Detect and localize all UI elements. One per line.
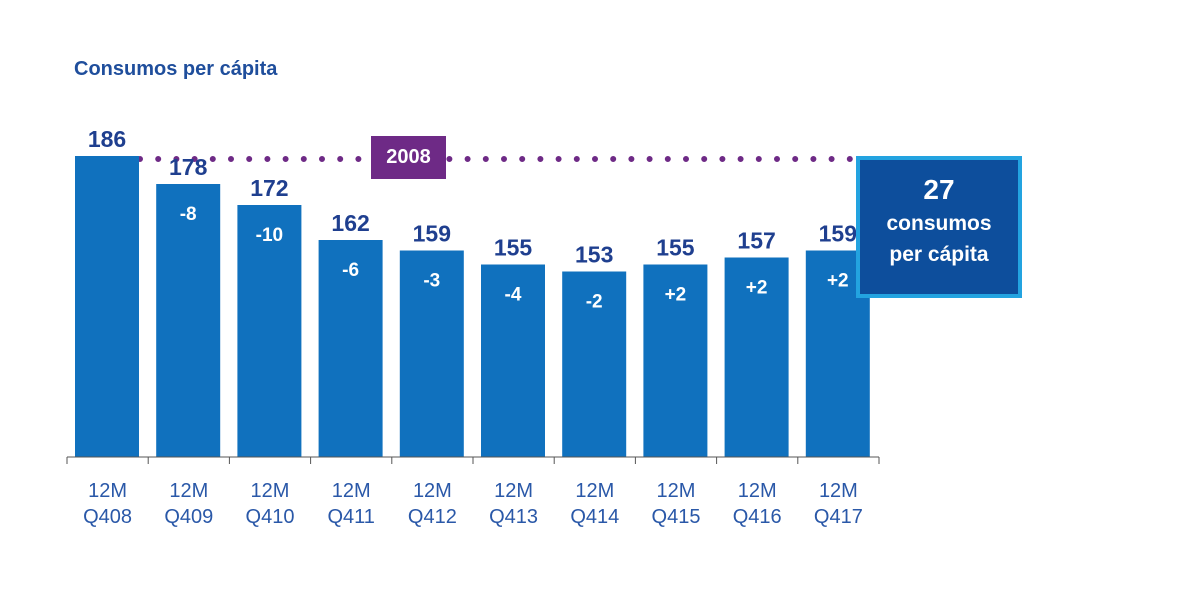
bar-12M-Q415 bbox=[643, 264, 708, 457]
bar-value-label: 186 bbox=[88, 126, 126, 152]
x-tick-label-line2: Q412 bbox=[408, 506, 457, 528]
bar-12M-Q408 bbox=[75, 156, 139, 457]
bar-delta-label: -4 bbox=[505, 285, 522, 306]
x-axis: 12M Q408 12M Q409 12M Q410 12M Q411 12M Q412 12M Q4… bbox=[66, 456, 880, 528]
bar-delta-label: -10 bbox=[256, 225, 283, 246]
bar-value-label: 159 bbox=[819, 221, 857, 247]
bar-delta-label: -2 bbox=[586, 292, 603, 313]
x-tick-label-line2: Q408 bbox=[83, 506, 132, 528]
x-tick-label-line2: Q411 bbox=[327, 506, 374, 528]
bar-12M-Q412 bbox=[399, 250, 464, 457]
bar-value-label: 155 bbox=[494, 235, 533, 261]
bar-value-label: 178 bbox=[169, 154, 208, 180]
bar-12M-Q413 bbox=[481, 264, 545, 457]
x-tick-label-line1: 12M bbox=[657, 480, 696, 502]
bar-value-label: 159 bbox=[413, 221, 451, 247]
x-tick-label-line1: 12M bbox=[575, 480, 614, 502]
bar-value-label: 162 bbox=[331, 210, 369, 236]
x-tick-label-line2: Q416 bbox=[733, 506, 782, 528]
bar-value-label: 172 bbox=[250, 175, 288, 201]
bar-delta-label: -3 bbox=[423, 271, 440, 292]
callout-value: 27 bbox=[923, 174, 955, 205]
callout-text-line2: per cápita bbox=[889, 243, 989, 266]
bar-12M-Q411 bbox=[318, 240, 383, 457]
x-tick-label-line2: Q410 bbox=[246, 506, 295, 528]
bar-value-label: 153 bbox=[575, 242, 613, 268]
x-tick-label-line1: 12M bbox=[738, 480, 777, 502]
bar-12M-Q409 bbox=[156, 184, 221, 457]
bar-delta-label: +2 bbox=[665, 285, 687, 306]
x-tick-label-line1: 12M bbox=[413, 480, 452, 502]
x-tick-label-line2: Q409 bbox=[164, 506, 213, 528]
bar-delta-label: -6 bbox=[342, 260, 359, 281]
x-tick-label-line2: Q413 bbox=[489, 506, 538, 528]
x-tick-label-line1: 12M bbox=[332, 480, 371, 502]
bar-delta-label: -8 bbox=[180, 204, 197, 225]
bars: 186 178 -8 172 -10 162 -6 159 -3 155 -4 153 -2 155 +2 1… bbox=[75, 126, 870, 457]
bar-delta-label: +2 bbox=[746, 278, 768, 299]
bar-delta-label: +2 bbox=[827, 271, 849, 292]
bar-value-label: 155 bbox=[656, 235, 695, 261]
x-tick-label-line1: 12M bbox=[494, 480, 533, 502]
x-tick-label-line2: Q417 bbox=[814, 506, 863, 528]
bar-12M-Q414 bbox=[562, 271, 627, 457]
x-tick-label-line1: 12M bbox=[819, 480, 858, 502]
callout-text-line1: consumos bbox=[886, 212, 992, 235]
chart-title: Consumos per cápita bbox=[74, 58, 278, 80]
bar-12M-Q410 bbox=[237, 205, 302, 457]
x-tick-label-line1: 12M bbox=[88, 480, 127, 502]
difference-callout: 27 consumos per cápita bbox=[856, 156, 1022, 298]
bar-value-label: 157 bbox=[737, 228, 775, 254]
x-tick-label-line1: 12M bbox=[251, 480, 290, 502]
x-tick-label-line1: 12M bbox=[169, 480, 208, 502]
bar-12M-Q416 bbox=[724, 257, 789, 457]
reference-line-label: 2008 bbox=[371, 136, 446, 179]
x-tick-label-line2: Q415 bbox=[652, 506, 701, 528]
x-tick-label-line2: Q414 bbox=[570, 506, 619, 528]
